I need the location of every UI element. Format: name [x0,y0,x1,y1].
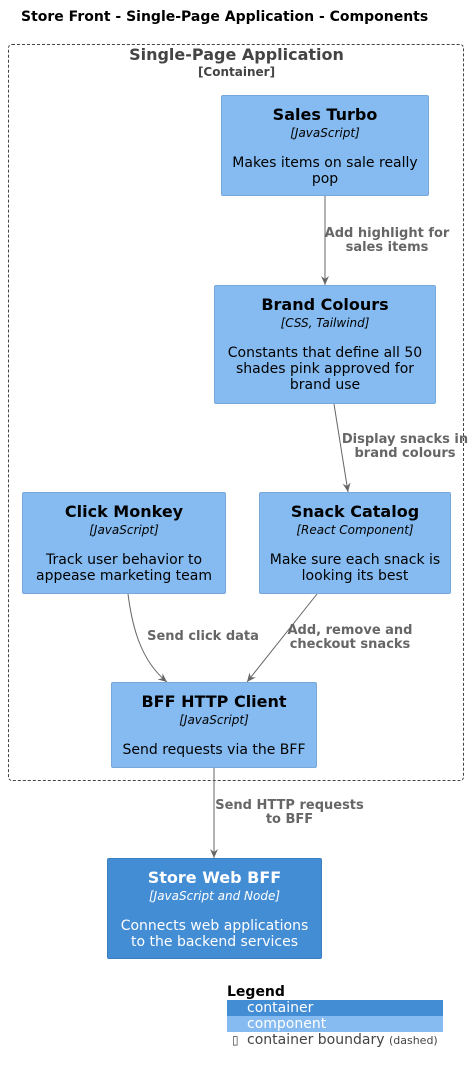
legend-item-boundary: ▯ container boundary (dashed) [227,1032,443,1048]
boundary-icon: ▯ [232,1033,239,1047]
node-click-monkey: Click Monkey [JavaScript] Track user beh… [22,492,226,594]
node-brand-colours: Brand Colours [CSS, Tailwind] Constants … [214,285,436,404]
edge-label-click: Send click data [147,629,259,644]
legend-boundary-note: (dashed) [388,1034,438,1047]
edge-snackcatalog-bffclient [246,593,318,683]
node-snack-catalog: Snack Catalog [React Component] Make sur… [259,492,451,594]
node-desc: Makes items on sale really pop [232,155,418,187]
legend-container-label: container [247,1000,314,1016]
legend-item-component: component [227,1016,443,1032]
node-name: Brand Colours [261,295,389,314]
edge-label-http: Send HTTP requests to BFF [215,798,364,827]
edge-label-cart: Add, remove and checkout snacks [287,623,413,652]
node-desc: Track user behavior to appease marketing… [35,552,212,584]
node-tech: [JavaScript] [290,126,360,140]
node-bff-http-client: BFF HTTP Client [JavaScript] Send reques… [111,682,317,768]
node-desc: Send requests via the BFF [122,742,306,758]
edge-brandcolours-snackcatalog [333,403,351,493]
legend-item-container: container [227,1000,443,1016]
spa-container-boundary [8,44,464,781]
edge-label-highlight: Add highlight for sales items [324,226,450,255]
legend-component-label: component [247,1016,327,1032]
diagram-title: Store Front - Single-Page Application - … [21,9,429,25]
node-name: Click Monkey [64,502,184,521]
boundary-name: Single-Page Application [129,45,344,64]
node-desc: Make sure each snack is looking its best [269,552,441,584]
boundary-type: [Container] [197,65,276,79]
legend-boundary-label: container boundary [247,1032,385,1048]
node-desc: Constants that define all 50 shades pink… [227,345,423,393]
node-name: Store Web BFF [147,868,282,887]
node-tech: [JavaScript] [89,523,159,537]
node-sales-turbo: Sales Turbo [JavaScript] Makes items on … [221,95,429,196]
node-store-web-bff: Store Web BFF [JavaScript and Node] Conn… [107,858,322,959]
node-tech: [React Component] [296,523,414,537]
legend-title: Legend [227,984,285,1000]
node-desc: Connects web applications to the backend… [120,918,309,950]
node-tech: [JavaScript and Node] [148,889,281,903]
edge-clickmonkey-bffclient [127,593,168,683]
node-tech: [JavaScript] [179,713,249,727]
edge-label-display: Display snacks in brand colours [341,432,469,461]
node-name: Sales Turbo [272,105,378,124]
node-tech: [CSS, Tailwind] [280,316,370,330]
node-name: BFF HTTP Client [141,692,287,711]
node-name: Snack Catalog [290,502,420,521]
